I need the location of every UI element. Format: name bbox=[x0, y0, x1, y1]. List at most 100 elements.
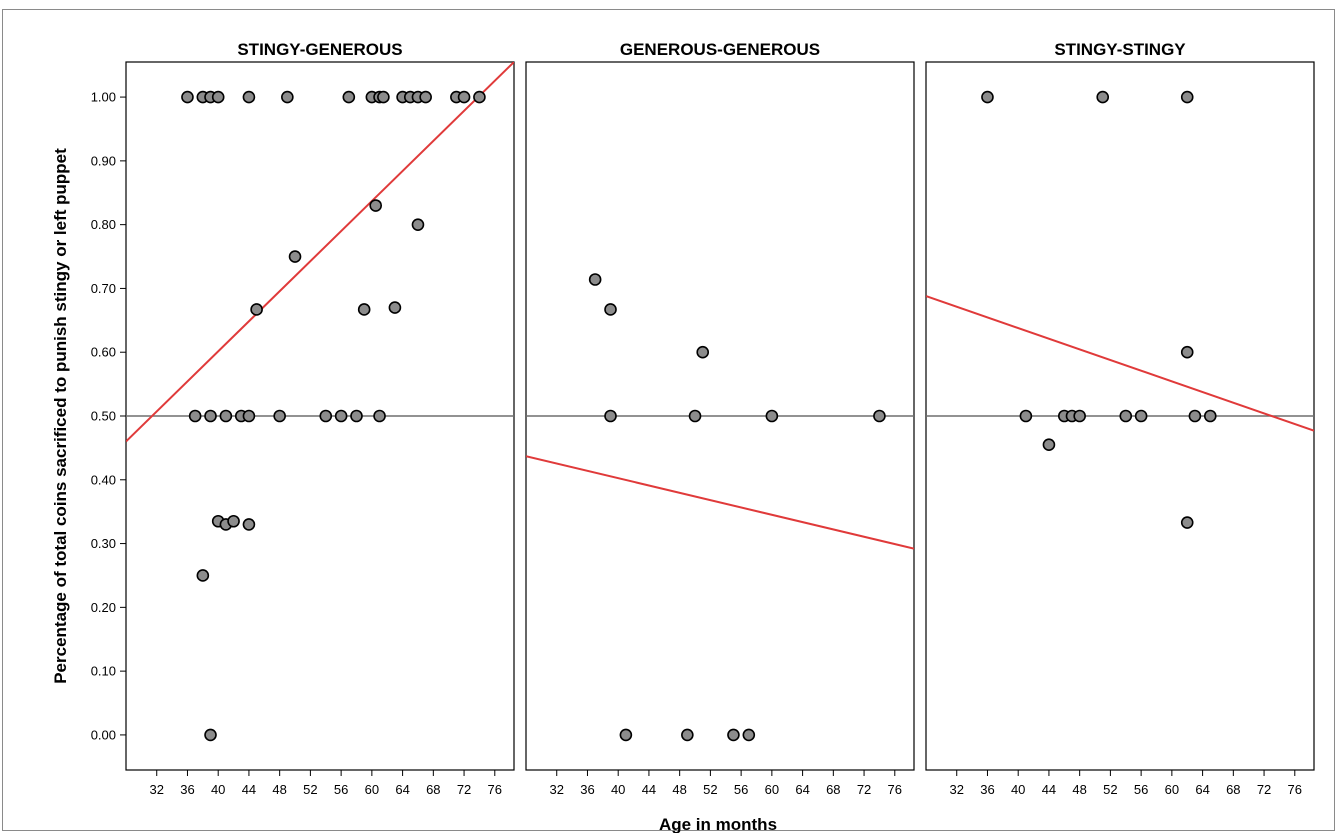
x-tick-label: 56 bbox=[734, 782, 748, 797]
x-tick-label: 44 bbox=[242, 782, 256, 797]
y-tick-label: 0.60 bbox=[91, 345, 116, 360]
x-tick-label: 76 bbox=[1288, 782, 1302, 797]
x-tick-label: 48 bbox=[1072, 782, 1086, 797]
x-tick-label: 68 bbox=[1226, 782, 1240, 797]
x-tick-label: 48 bbox=[272, 782, 286, 797]
x-tick-label: 52 bbox=[303, 782, 317, 797]
data-point bbox=[373, 409, 386, 423]
data-point bbox=[1188, 409, 1202, 423]
x-tick-label: 48 bbox=[672, 782, 686, 797]
data-point bbox=[765, 409, 779, 423]
data-point bbox=[377, 90, 390, 104]
data-point bbox=[334, 409, 348, 423]
x-axis-title: Age in months bbox=[659, 815, 777, 833]
x-tick-label: 44 bbox=[1042, 782, 1056, 797]
x-tick-label: 40 bbox=[611, 782, 625, 797]
data-point bbox=[357, 303, 371, 316]
x-tick-label: 32 bbox=[549, 782, 563, 797]
data-point bbox=[619, 728, 633, 742]
data-point bbox=[188, 409, 202, 423]
data-point bbox=[473, 90, 486, 104]
data-point bbox=[981, 90, 994, 104]
x-tick-label: 60 bbox=[365, 782, 379, 797]
x-tick-label: 40 bbox=[1011, 782, 1025, 797]
data-point bbox=[457, 90, 471, 104]
x-tick-label: 56 bbox=[1134, 782, 1148, 797]
data-point bbox=[227, 514, 240, 528]
data-point bbox=[1042, 438, 1056, 452]
fit-line bbox=[126, 62, 514, 443]
data-point bbox=[1073, 409, 1086, 423]
x-tick-label: 72 bbox=[857, 782, 871, 797]
x-tick-label: 64 bbox=[795, 782, 809, 797]
data-point bbox=[288, 250, 302, 263]
x-tick-label: 60 bbox=[765, 782, 779, 797]
y-tick-label: 0.30 bbox=[91, 536, 116, 551]
data-point bbox=[688, 409, 702, 423]
x-tick-label: 72 bbox=[457, 782, 471, 797]
x-tick-label: 36 bbox=[180, 782, 194, 797]
x-tick-label: 52 bbox=[703, 782, 717, 797]
data-point bbox=[588, 273, 602, 286]
data-point bbox=[196, 569, 210, 582]
data-point bbox=[696, 345, 710, 359]
x-tick-label: 68 bbox=[826, 782, 840, 797]
x-tick-label: 68 bbox=[426, 782, 440, 797]
data-point bbox=[319, 409, 333, 423]
y-tick-label: 0.50 bbox=[91, 409, 116, 424]
x-tick-label: 76 bbox=[488, 782, 502, 797]
data-point bbox=[219, 409, 233, 423]
data-point bbox=[242, 518, 256, 531]
x-tick-label: 36 bbox=[580, 782, 594, 797]
y-axis-title: Percentage of total coins sacrificed to … bbox=[51, 148, 70, 684]
y-tick-label: 0.00 bbox=[91, 727, 116, 742]
x-tick-label: 64 bbox=[1195, 782, 1209, 797]
y-tick-label: 0.90 bbox=[91, 153, 116, 168]
y-tick-label: 0.10 bbox=[91, 664, 116, 679]
data-point bbox=[604, 409, 617, 423]
y-tick-label: 0.20 bbox=[91, 600, 116, 615]
x-tick-label: 32 bbox=[149, 782, 163, 797]
data-point bbox=[242, 90, 256, 104]
data-point bbox=[211, 90, 225, 104]
data-point bbox=[1203, 409, 1217, 423]
panel-title: STINGY-STINGY bbox=[1054, 40, 1186, 59]
data-point bbox=[181, 90, 194, 104]
data-point bbox=[1096, 90, 1110, 104]
data-point bbox=[411, 218, 425, 231]
y-tick-label: 0.40 bbox=[91, 472, 116, 487]
x-tick-label: 44 bbox=[642, 782, 656, 797]
data-point bbox=[1180, 345, 1194, 359]
x-tick-label: 40 bbox=[211, 782, 225, 797]
data-point bbox=[1180, 516, 1194, 529]
y-tick-label: 0.70 bbox=[91, 281, 116, 296]
x-tick-label: 36 bbox=[980, 782, 994, 797]
panel-title: GENEROUS-GENEROUS bbox=[620, 40, 820, 59]
fit-line bbox=[926, 295, 1314, 432]
x-tick-label: 52 bbox=[1103, 782, 1117, 797]
data-point bbox=[281, 90, 294, 104]
x-tick-label: 76 bbox=[888, 782, 902, 797]
panel-title: STINGY-GENEROUS bbox=[237, 40, 402, 59]
data-point bbox=[604, 303, 617, 316]
data-point bbox=[204, 409, 217, 423]
data-point bbox=[1119, 409, 1133, 423]
fit-line bbox=[526, 455, 914, 550]
data-point bbox=[1180, 90, 1194, 104]
y-tick-label: 1.00 bbox=[91, 90, 116, 105]
x-tick-label: 60 bbox=[1165, 782, 1179, 797]
data-point bbox=[1019, 409, 1033, 423]
data-point bbox=[388, 301, 402, 314]
data-point bbox=[350, 409, 363, 423]
data-point bbox=[873, 409, 886, 423]
x-tick-label: 64 bbox=[395, 782, 409, 797]
data-point bbox=[419, 90, 432, 104]
data-point bbox=[369, 199, 383, 212]
x-tick-label: 56 bbox=[334, 782, 348, 797]
data-point bbox=[250, 303, 263, 316]
data-point bbox=[204, 728, 217, 742]
data-point bbox=[273, 409, 286, 423]
data-point bbox=[242, 409, 256, 423]
figure-frame bbox=[2, 9, 1335, 831]
